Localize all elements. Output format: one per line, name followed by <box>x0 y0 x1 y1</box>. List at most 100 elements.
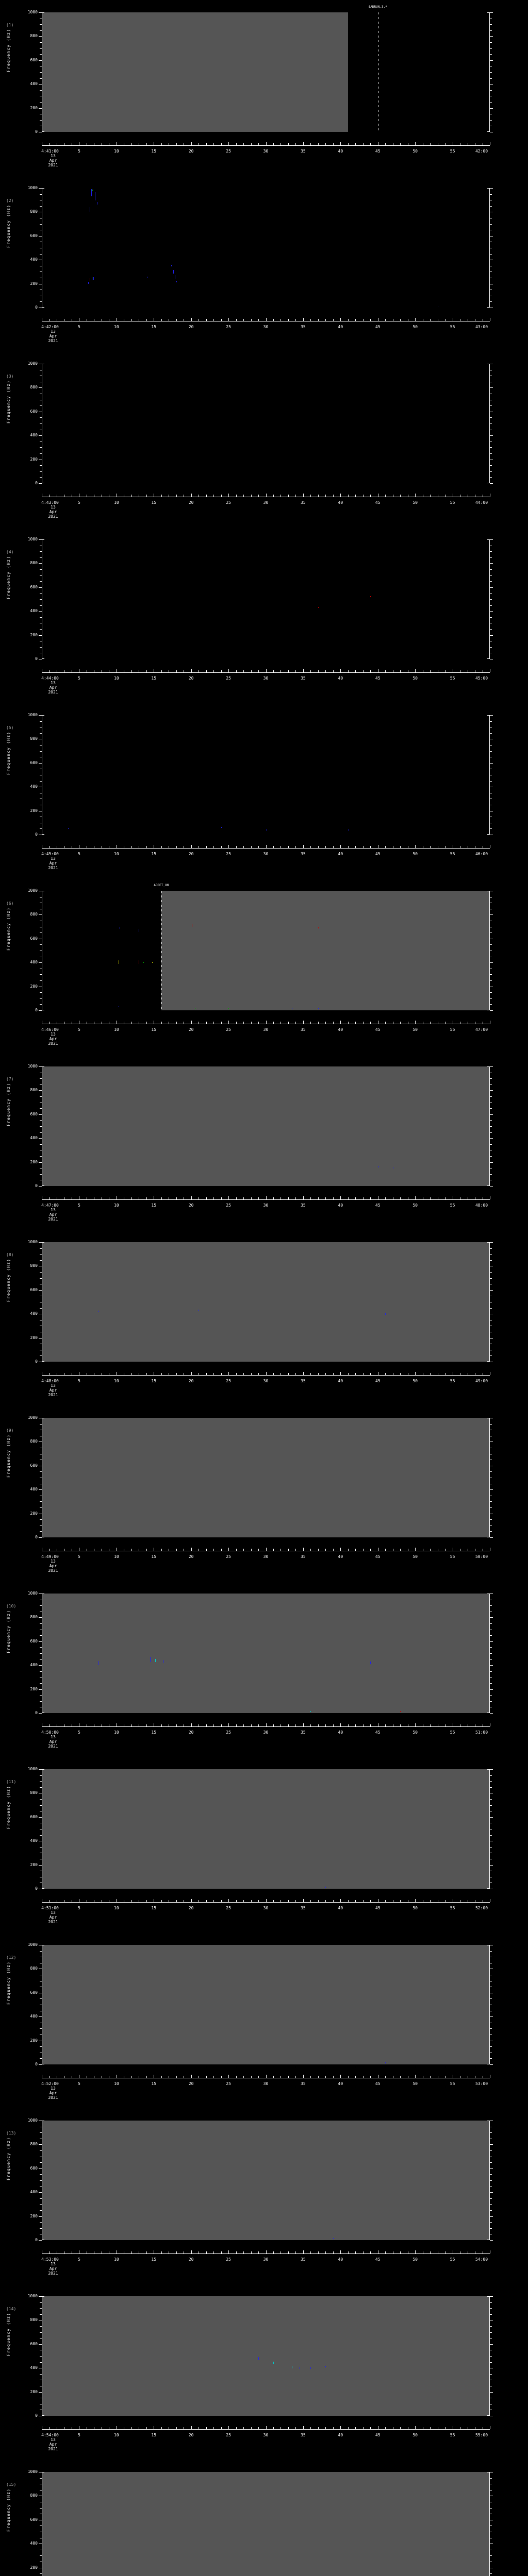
time-tick-minor <box>400 1549 401 1551</box>
y-tick-minor-right <box>490 465 492 466</box>
date-line: Apr <box>49 1739 57 1744</box>
y-tick-major <box>39 1665 42 1666</box>
panel-number: (15) <box>6 2482 16 2487</box>
time-tick-major <box>191 2426 192 2429</box>
y-tick-major <box>39 1290 42 1291</box>
y-tick-minor <box>40 1951 42 1952</box>
time-tick-minor <box>325 143 326 145</box>
y-tick-minor <box>40 1471 42 1472</box>
y-tick-minor <box>40 102 42 103</box>
y-tick-minor-right <box>490 2180 492 2181</box>
y-tick-minor-right <box>490 1174 492 1175</box>
time-tick-label: 50 <box>412 2257 418 2262</box>
time-tick-major <box>303 1723 304 1726</box>
time-tick-minor <box>131 1197 132 1199</box>
axis-cap <box>487 2415 490 2416</box>
y-tick-minor-right <box>490 1653 492 1654</box>
time-tick-minor <box>362 1549 364 1551</box>
time-tick-minor <box>288 319 289 321</box>
y-axis-title: Frequency (Hz) <box>6 380 11 423</box>
time-tick-major <box>415 494 416 497</box>
time-tick-label: 10 <box>114 1906 119 1910</box>
time-tick-minor <box>325 2427 326 2429</box>
time-tick-label: 35 <box>301 1906 306 1910</box>
axis-cap <box>487 131 490 132</box>
time-tick-minor <box>236 1549 237 1551</box>
time-tick-minor <box>280 143 282 145</box>
y-tick-minor-right <box>490 2198 492 2199</box>
data-coverage-band <box>161 891 490 1010</box>
y-tick-major <box>39 962 42 963</box>
y-tick-major-right <box>490 60 493 61</box>
y-tick-major <box>39 1817 42 1818</box>
time-tick-minor <box>273 670 274 672</box>
axis-cap <box>487 1769 490 1770</box>
time-tick-minor <box>146 2427 147 2429</box>
time-tick-minor <box>176 319 177 321</box>
time-tick-major <box>415 1548 416 1551</box>
time-tick-major <box>415 1899 416 1902</box>
axis-cap <box>42 1769 44 1770</box>
time-tick-minor <box>362 2427 364 2429</box>
time-tick-minor <box>243 1724 244 1726</box>
detection-mark <box>318 607 319 608</box>
time-tick-label: 40 <box>338 1906 343 1910</box>
y-tick-major-right <box>490 108 493 109</box>
date-line: 2021 <box>48 1920 58 1924</box>
time-tick-minor <box>131 319 132 321</box>
time-tick-label: 10 <box>114 676 119 681</box>
time-tick-label: 30 <box>263 1379 269 1383</box>
time-tick-major <box>228 142 229 145</box>
time-tick-major <box>266 318 267 321</box>
time-tick-minor <box>243 2427 244 2429</box>
time-tick-minor <box>348 1549 349 1551</box>
time-axis-start-label: 4:42:00 <box>41 325 59 329</box>
y-tick-minor <box>40 447 42 448</box>
time-tick-label: 5 <box>77 2433 80 2437</box>
y-tick-label: 600 <box>30 1990 38 1995</box>
axis-cap <box>487 1066 490 1067</box>
y-tick-minor <box>40 974 42 975</box>
y-tick-label: 400 <box>30 433 38 438</box>
date-stack: 13 Apr 2021 <box>48 1910 58 1924</box>
time-tick-minor <box>206 319 207 321</box>
time-tick-minor <box>385 1022 386 1024</box>
y-tick-label: 0 <box>35 2062 38 2066</box>
y-tick-minor <box>40 2132 42 2133</box>
time-tick-major <box>191 669 192 672</box>
y-tick-label: 200 <box>30 1159 38 1164</box>
time-tick-minor <box>295 1373 296 1375</box>
time-tick-minor <box>318 2427 319 2429</box>
y-tick-minor <box>40 1355 42 1357</box>
panel-number: (11) <box>6 1780 16 1784</box>
time-tick-label: 5 <box>77 852 80 856</box>
time-tick-major <box>266 1196 267 1199</box>
y-tick-minor <box>40 1423 42 1425</box>
y-tick-label: 400 <box>30 2190 38 2195</box>
time-tick-minor <box>355 2251 356 2253</box>
time-tick-minor <box>318 1197 319 1199</box>
time-tick-minor <box>49 1022 50 1024</box>
time-tick-label: 55 <box>450 2081 455 2086</box>
y-tick-minor-right <box>490 629 492 630</box>
y-tick-label: 200 <box>30 808 38 813</box>
y-tick-major-right <box>490 1066 493 1067</box>
time-tick-minor <box>176 1900 177 1902</box>
time-tick-minor <box>400 2427 401 2429</box>
y-tick-label: 1000 <box>27 1064 38 1069</box>
y-tick-minor-right <box>490 1781 492 1782</box>
time-tick-minor <box>243 1373 244 1375</box>
axis-cap <box>42 715 44 716</box>
y-tick-label: 0 <box>35 305 38 310</box>
time-tick-minor <box>236 1373 237 1375</box>
detection-mark <box>143 961 144 963</box>
time-tick-minor <box>348 670 349 672</box>
y-tick-major-right <box>490 715 493 716</box>
y-tick-label: 200 <box>30 984 38 989</box>
time-tick-minor <box>400 2251 401 2253</box>
y-axis-title: Frequency (Hz) <box>6 1961 11 2005</box>
time-tick-label: 15 <box>151 2081 157 2086</box>
time-tick-minor <box>310 2076 311 2078</box>
y-tick-label: 400 <box>30 257 38 262</box>
time-tick-major <box>228 1548 229 1551</box>
